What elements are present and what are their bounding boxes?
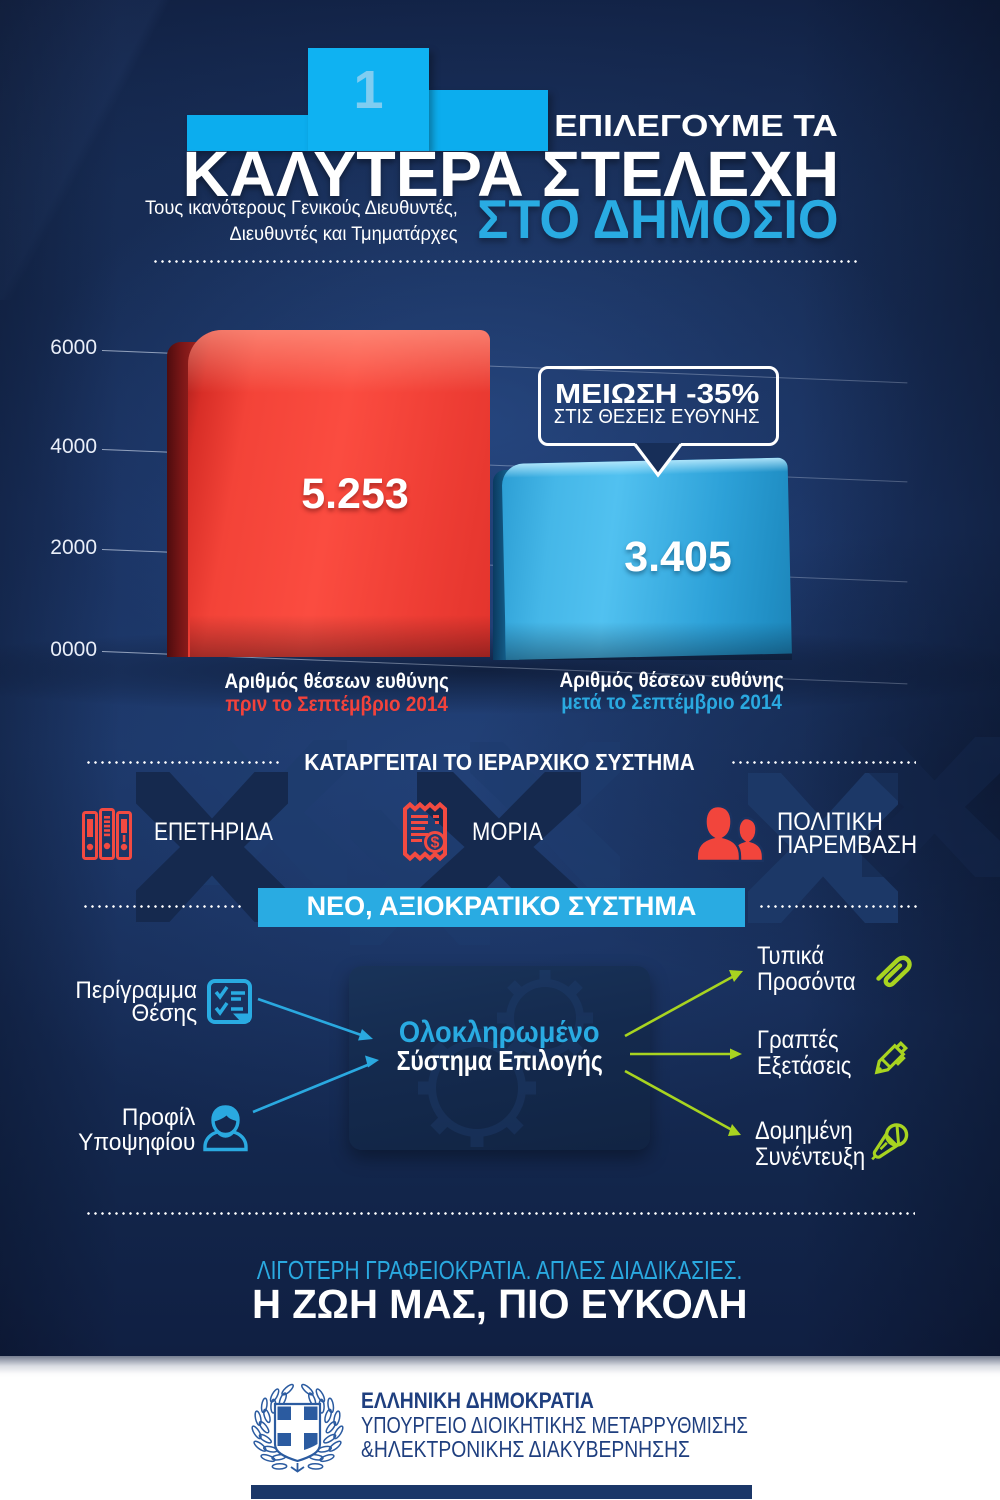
svg-text:$: $ [431,835,440,852]
